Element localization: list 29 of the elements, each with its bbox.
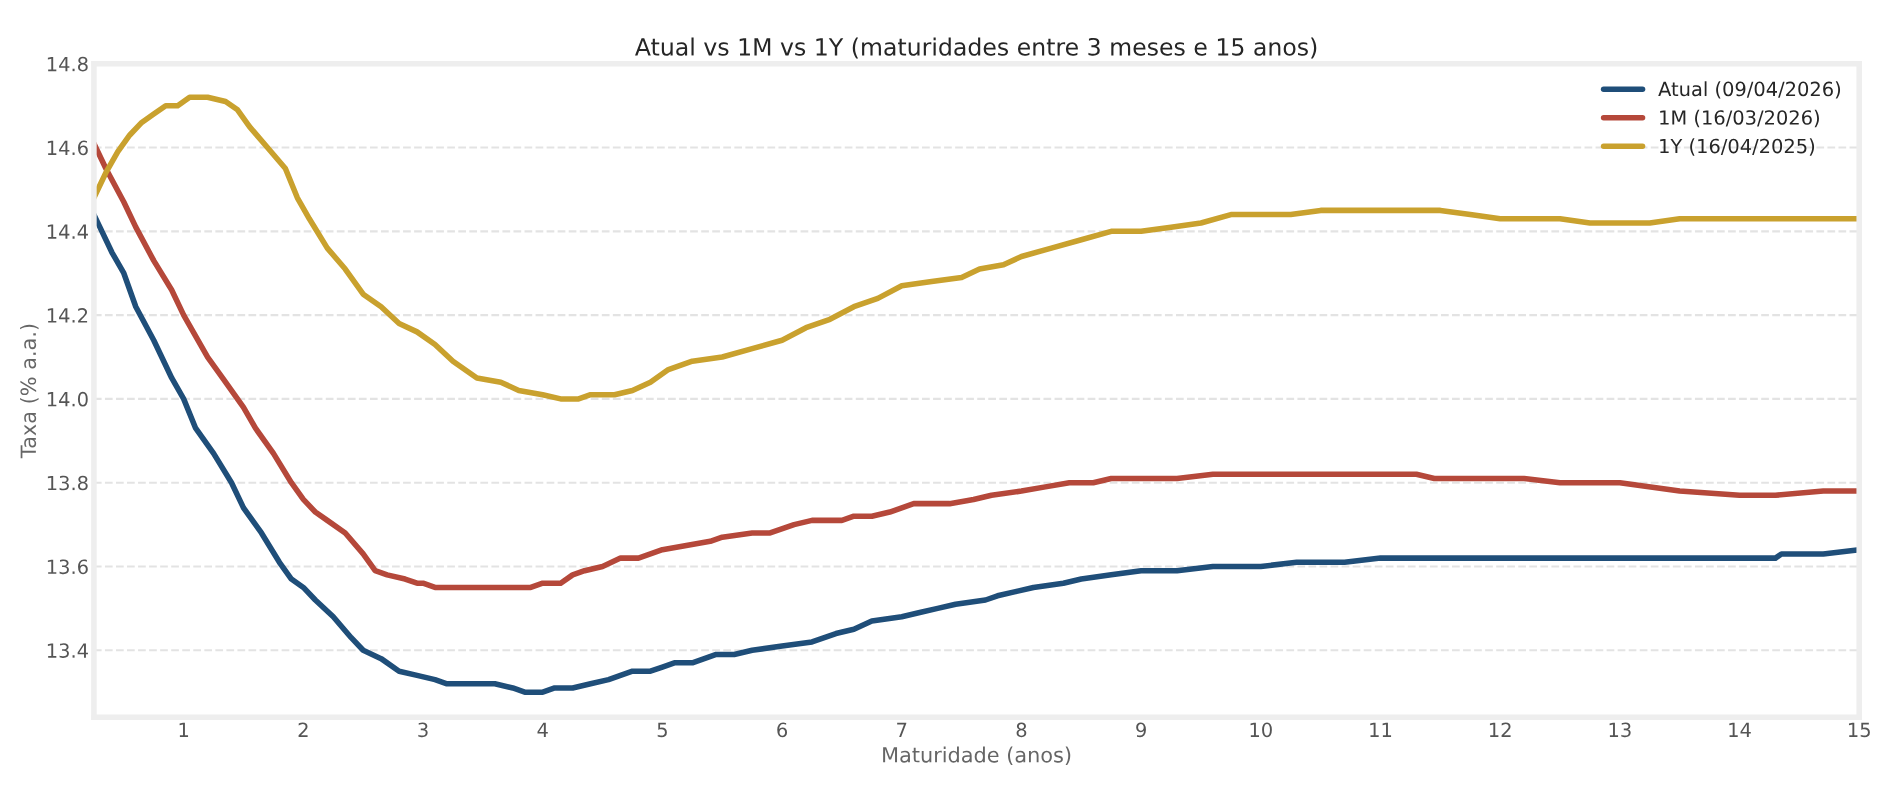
chart-title: Atual vs 1M vs 1Y (maturidades entre 3 meses e 15 anos)	[635, 37, 1317, 59]
y-tick-label: 14.6	[47, 140, 88, 156]
x-tick-label: 1	[179, 722, 189, 737]
legend-label: 1Y (16/04/2025)	[1660, 138, 1815, 156]
x-tick-label: 4	[537, 722, 548, 737]
x-tick-label: 13	[1609, 722, 1631, 738]
x-tick-label: 3	[418, 722, 428, 738]
x-tick-label: 10	[1250, 722, 1272, 738]
y-tick-label: 13.4	[47, 643, 88, 658]
y-tick-label: 13.6	[47, 559, 88, 575]
y-tick-label: 14.2	[47, 308, 88, 323]
x-tick-label: 15	[1848, 722, 1870, 738]
x-tick-label: 11	[1370, 722, 1392, 737]
legend-label: Atual (09/04/2026)	[1658, 81, 1841, 99]
y-axis-title: Taxa (% a.a.)	[20, 324, 39, 459]
x-axis-title: Maturidade (anos)	[883, 746, 1071, 766]
legend-label: 1M (16/03/2026)	[1660, 109, 1819, 128]
x-tick-label: 6	[777, 722, 788, 738]
y-tick-label: 14.0	[47, 391, 88, 407]
x-tick-label: 7	[897, 722, 907, 737]
x-tick-label: 12	[1489, 722, 1511, 737]
x-tick-label: 2	[298, 722, 308, 737]
y-tick-label: 14.4	[47, 224, 88, 239]
x-tick-label: 8	[1016, 722, 1027, 738]
y-tick-label: 13.8	[47, 475, 88, 491]
y-tick-label: 14.8	[47, 56, 88, 72]
x-tick-label: 14	[1729, 722, 1751, 737]
x-tick-label: 9	[1136, 722, 1146, 738]
x-tick-label: 5	[657, 722, 667, 738]
